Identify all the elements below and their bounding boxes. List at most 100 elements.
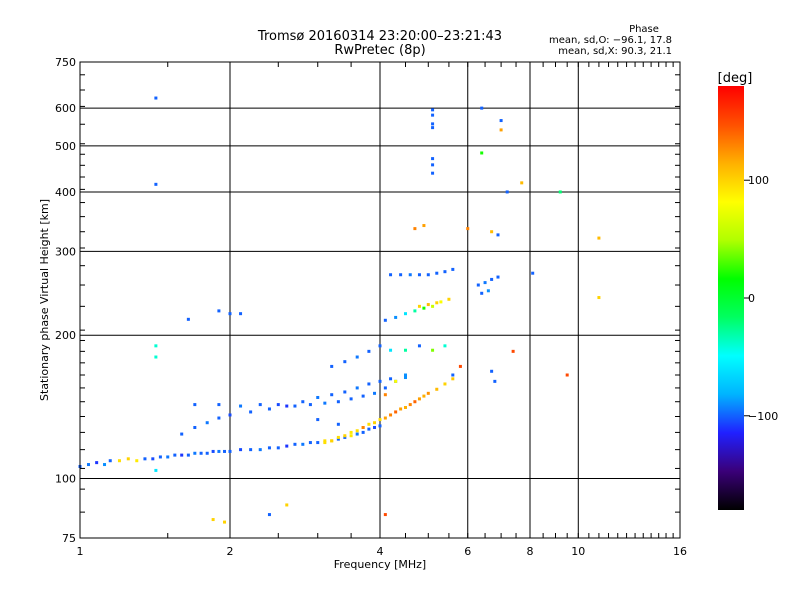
echo-point xyxy=(228,449,232,453)
echo-point xyxy=(217,416,221,420)
echo-point xyxy=(426,391,430,395)
echo-point xyxy=(505,190,509,194)
echo-point xyxy=(193,425,197,429)
echo-point xyxy=(413,400,417,404)
echo-point xyxy=(211,449,215,453)
echo-point xyxy=(443,270,447,274)
echo-point xyxy=(565,373,569,377)
echo-point xyxy=(476,283,480,287)
echo-point xyxy=(439,300,443,304)
echo-point xyxy=(166,455,170,459)
echo-point xyxy=(408,273,412,277)
echo-point xyxy=(458,364,462,368)
echo-point xyxy=(349,434,353,438)
echo-point xyxy=(154,355,158,359)
echo-point xyxy=(117,459,121,463)
echo-point xyxy=(323,441,327,445)
x-tick-label: 4 xyxy=(377,545,384,558)
x-tick-label: 10 xyxy=(571,545,585,558)
echo-point xyxy=(249,410,253,414)
echo-point xyxy=(511,349,515,353)
x-axis-label: Frequency [MHz] xyxy=(334,558,426,571)
echo-point xyxy=(258,448,262,452)
echo-point xyxy=(367,382,371,386)
chart-subtitle: RwPretec (8p) xyxy=(334,43,425,58)
echo-point xyxy=(239,448,243,452)
echo-point xyxy=(108,459,112,463)
echo-point xyxy=(403,373,407,377)
echo-point xyxy=(531,271,535,275)
echo-point xyxy=(301,442,305,446)
echo-point xyxy=(435,271,439,275)
echo-point xyxy=(394,315,398,319)
echo-point xyxy=(417,273,421,277)
echo-point xyxy=(143,457,147,461)
echo-point xyxy=(496,275,500,279)
echo-point xyxy=(293,442,297,446)
echo-point xyxy=(389,273,393,277)
echo-point xyxy=(383,386,387,390)
colorbar-label: [deg] xyxy=(718,71,753,86)
y-tick-label: 100 xyxy=(55,473,76,486)
echo-point xyxy=(330,439,334,443)
echo-point xyxy=(343,435,347,439)
echo-point xyxy=(367,427,371,431)
echo-point xyxy=(355,432,359,436)
echo-point xyxy=(361,430,365,434)
echo-point xyxy=(417,344,421,348)
echo-point xyxy=(193,403,197,407)
x-tick-label: 2 xyxy=(227,545,234,558)
echo-point xyxy=(217,449,221,453)
echo-point xyxy=(336,422,340,426)
echo-point xyxy=(443,344,447,348)
echo-point xyxy=(422,394,426,398)
echo-point xyxy=(466,227,470,231)
echo-point xyxy=(558,190,562,194)
echo-point xyxy=(493,379,497,383)
echo-point xyxy=(355,355,359,359)
y-tick-label: 600 xyxy=(55,102,76,115)
x-tick-label: 8 xyxy=(527,545,534,558)
echo-point xyxy=(267,513,271,517)
echo-point xyxy=(258,403,262,407)
echo-point xyxy=(154,468,158,472)
echo-point xyxy=(154,182,158,186)
echo-point xyxy=(403,312,407,316)
y-tick-label: 500 xyxy=(55,140,76,153)
echo-point xyxy=(205,451,209,455)
echo-point xyxy=(431,304,435,308)
y-axis-label: Stationary phase Virtual Height [km] xyxy=(38,199,51,401)
echo-point xyxy=(199,451,203,455)
echo-point xyxy=(383,416,387,420)
echo-point xyxy=(408,403,412,407)
echo-point xyxy=(373,425,377,429)
colorbar-ticks: 100 0 −100 xyxy=(744,174,778,423)
stats-header: Phase xyxy=(629,24,659,35)
echo-point xyxy=(228,413,232,417)
axis-ticks: 1 2 4 6 8 10 16 75 100 200 300 400 500 600 750 xyxy=(55,56,687,558)
y-tick-label: 300 xyxy=(55,245,76,258)
echo-point xyxy=(399,273,403,277)
echo-point xyxy=(301,400,305,404)
echo-point xyxy=(276,446,280,450)
echo-point xyxy=(239,404,243,408)
echo-point xyxy=(597,296,601,300)
echo-point xyxy=(490,230,494,234)
echo-point xyxy=(373,391,377,395)
echo-point xyxy=(135,459,139,463)
echo-point xyxy=(431,157,435,161)
echo-point xyxy=(378,379,382,383)
echo-point xyxy=(267,407,271,411)
x-tick-label: 1 xyxy=(77,545,84,558)
echo-point xyxy=(336,400,340,404)
colorbar-tick-label: 100 xyxy=(748,174,769,187)
echo-point xyxy=(323,401,327,405)
echo-point xyxy=(361,425,365,429)
echo-point xyxy=(417,304,421,308)
colorbar-tick-label: −100 xyxy=(748,410,778,423)
echo-point xyxy=(447,297,451,301)
echo-point xyxy=(343,434,347,438)
y-tick-label: 200 xyxy=(55,329,76,342)
echo-point xyxy=(480,151,484,155)
echo-point xyxy=(186,453,190,457)
